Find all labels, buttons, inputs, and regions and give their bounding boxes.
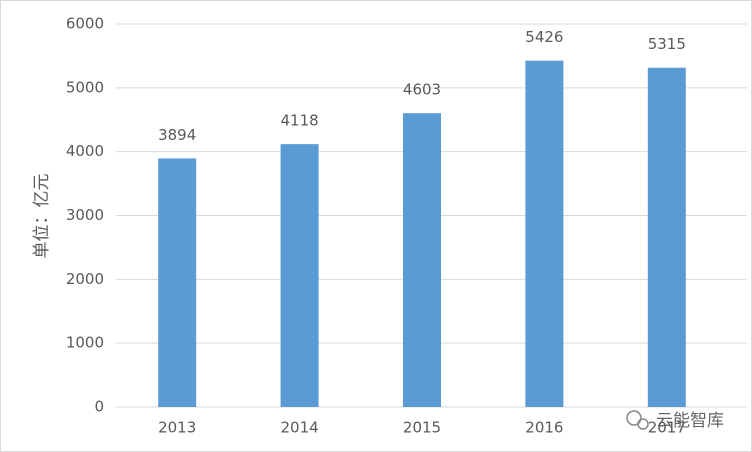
x-tick-label: 2017 [648,419,686,437]
bar [403,113,441,407]
bar [158,158,197,407]
y-tick-label: 5000 [66,78,104,96]
data-label: 4603 [403,81,441,99]
watermark-text: 云能智库 [656,411,724,431]
y-tick-label: 0 [94,398,104,416]
data-label: 3894 [158,126,196,144]
data-label: 5426 [525,28,563,46]
y-tick-label: 1000 [66,334,104,352]
x-tick-label: 2013 [158,419,196,437]
bar [280,144,319,407]
x-tick-label: 2014 [281,419,319,437]
y-tick-label: 2000 [66,270,104,288]
y-tick-label: 6000 [66,15,104,33]
x-tick-label: 2016 [525,419,563,437]
y-tick-label: 4000 [66,142,104,160]
x-tick-label: 2015 [403,419,441,437]
bar [525,60,564,408]
data-label: 4118 [281,112,319,130]
y-tick-label: 3000 [66,206,104,224]
bar [647,67,686,407]
y-axis-label: 单位：亿元 [32,174,52,259]
data-label: 5315 [648,35,686,53]
watermark-icon [626,410,649,430]
